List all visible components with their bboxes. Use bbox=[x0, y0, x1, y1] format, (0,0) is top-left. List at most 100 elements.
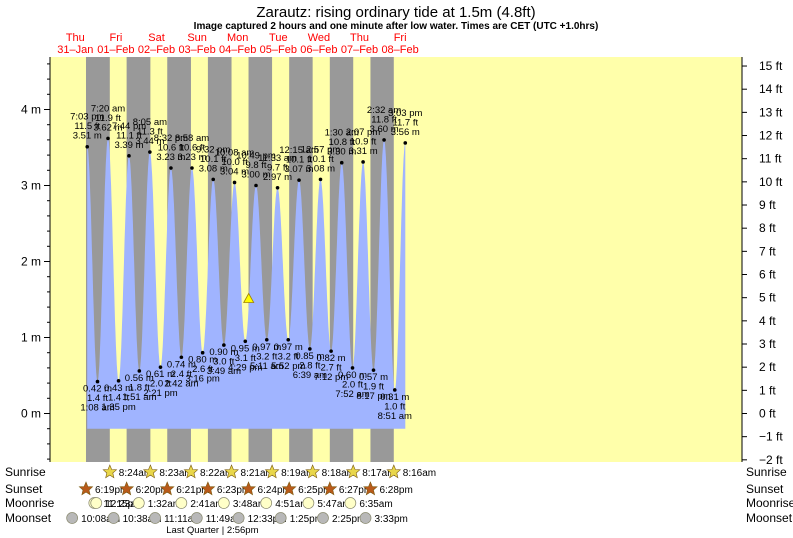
moon-phase-label: Last Quarter | 2:56pm bbox=[166, 525, 258, 536]
tide-text: 2.4 ft bbox=[171, 369, 192, 380]
right-tick-label: 3 ft bbox=[759, 337, 776, 351]
tide-text: 1:35 pm bbox=[101, 402, 135, 413]
tide-text: 11.5 ft bbox=[74, 121, 100, 132]
tide-text: 9.7 ft bbox=[267, 162, 288, 173]
tide-text: 3.31 m bbox=[349, 146, 378, 157]
tide-point bbox=[350, 366, 355, 370]
right-tick-label: 6 ft bbox=[759, 268, 776, 282]
tide-text: 9.8 ft bbox=[245, 160, 266, 171]
sunset-icon bbox=[119, 481, 135, 496]
tide-text: 10.8 ft bbox=[329, 137, 356, 148]
low-tide-label: 0.82 m2.7 ft7:12 pm bbox=[314, 349, 348, 383]
tide-point bbox=[318, 177, 323, 182]
sunset-event: 6:25pm bbox=[281, 481, 332, 496]
sunrise-icon bbox=[142, 464, 158, 479]
tide-text: 0.82 m bbox=[317, 353, 346, 364]
moonrise-time: 6:35am bbox=[359, 499, 392, 510]
moonrise-time: 1:32am bbox=[148, 499, 181, 510]
tide-text: 0.97 m bbox=[252, 342, 281, 353]
sunset-time: 6:25pm bbox=[298, 485, 331, 496]
right-tick-label: 13 ft bbox=[759, 105, 783, 119]
sunset-icon bbox=[363, 481, 378, 496]
tide-text: 3.07 m bbox=[285, 164, 314, 175]
low-tide-label: 0.31 m1.0 ft8:51 am bbox=[378, 388, 412, 422]
right-tick-label: 8 ft bbox=[759, 221, 776, 235]
day-of-week-label: Sat bbox=[148, 32, 165, 44]
sunrise-time: 8:16am bbox=[403, 468, 436, 479]
moonset-icon bbox=[149, 512, 161, 524]
tide-text: 1:30 am bbox=[325, 128, 359, 139]
tide-text: 3.08 m bbox=[199, 163, 228, 174]
tide-text: 5:11 am bbox=[250, 361, 284, 372]
right-tick-label: 1 ft bbox=[759, 383, 776, 397]
day-of-week-label: Mon bbox=[227, 32, 248, 44]
high-tide-label: 10:49 pm9.8 ft3.00 m bbox=[236, 151, 276, 188]
sunset-event: 6:24pm bbox=[241, 481, 291, 496]
moonrise-time: 12:23am bbox=[105, 499, 144, 510]
moonset-time: 1:25pm bbox=[290, 514, 323, 525]
tide-text: 12:57 pm bbox=[301, 144, 341, 155]
sunrise-time: 8:18am bbox=[322, 468, 355, 479]
sunrise-icon bbox=[224, 464, 239, 479]
moonrise-event: 4:51am bbox=[260, 497, 309, 510]
sunset-time: 6:24pm bbox=[258, 485, 291, 496]
tide-text: 0.60 m bbox=[338, 370, 367, 381]
moonset-event: 2:25pm bbox=[317, 512, 365, 525]
low-tide-label: 0.42 m1.4 ft1:08 am bbox=[80, 379, 115, 414]
day-labels: Thu31–JanFri01–FebSat02–FebSun03–FebMon0… bbox=[57, 32, 419, 56]
right-tick-label: 4 ft bbox=[759, 314, 776, 328]
moonset-icon bbox=[190, 512, 203, 524]
tide-text: 0.74 m bbox=[167, 359, 196, 370]
tide-text: 0.97 m bbox=[274, 342, 303, 353]
low-tide-label: 0.97 m3.2 ft5:11 am bbox=[250, 337, 284, 372]
low-tide-label: 0.56 m1.8 ft1:51 am bbox=[122, 369, 157, 403]
left-tick-label: 4 m bbox=[21, 103, 41, 117]
low-tide-label: 0.80 m2.6 ft3:16 pm bbox=[185, 350, 220, 385]
low-tide-label: 0.90 m3.0 ft3:49 am bbox=[207, 343, 241, 377]
tide-point bbox=[339, 160, 344, 165]
tide-point bbox=[232, 180, 237, 185]
tide-text: 3.56 m bbox=[391, 127, 420, 138]
sunrise-event: 8:24am bbox=[102, 464, 152, 479]
tide-point bbox=[286, 337, 291, 342]
tide-text: 1:51 am bbox=[122, 392, 156, 403]
tide-text: 3.00 m bbox=[241, 170, 270, 181]
day-of-week-label: Thu bbox=[66, 32, 85, 44]
right-tick-label: 5 ft bbox=[759, 291, 776, 305]
tide-text: 11:33 am bbox=[258, 153, 297, 164]
tide-text: 3.2 ft bbox=[278, 351, 299, 362]
tide-text: 3.23 m bbox=[177, 152, 206, 163]
tide-point bbox=[361, 160, 365, 164]
moonset-event: 11:49am bbox=[190, 512, 244, 525]
left-tick-label: 3 m bbox=[21, 179, 41, 193]
tide-text: 7:44 pm bbox=[112, 121, 146, 132]
tide-point bbox=[329, 349, 333, 353]
moonset-time: 11:11am bbox=[164, 514, 201, 525]
tide-point bbox=[106, 136, 110, 141]
day-of-week-label: Tue bbox=[269, 32, 288, 44]
tide-text: 3.1 ft bbox=[235, 353, 256, 364]
low-tide-label: 0.43 m1.4 ft1:35 pm bbox=[101, 379, 136, 413]
chart-title: Zarautz: rising ordinary tide at 1.5m (4… bbox=[256, 4, 535, 21]
tide-text: 11.3 ft bbox=[137, 127, 163, 138]
tide-text: 10.6 ft bbox=[179, 143, 206, 154]
sunset-icon bbox=[322, 481, 338, 496]
tide-text: 2:21 pm bbox=[143, 388, 177, 399]
sunrise-event: 8:22am bbox=[183, 464, 233, 479]
chart-subtitle: Image captured 2 hours and one minute af… bbox=[194, 21, 599, 32]
moonrise-icon bbox=[132, 497, 145, 509]
moonrise-time: 4:51am bbox=[275, 499, 308, 510]
tide-point bbox=[85, 144, 90, 149]
date-label: 02–Feb bbox=[138, 44, 175, 56]
moonrise-event: 2:41am bbox=[175, 497, 224, 510]
moonset-icon bbox=[274, 512, 287, 524]
date-label: 08–Feb bbox=[381, 44, 418, 56]
tide-text: 2:07 pm bbox=[346, 127, 380, 138]
tide-text: 3:16 pm bbox=[185, 374, 219, 385]
day-of-week-label: Sun bbox=[187, 32, 207, 44]
tide-text: 9:32 pm bbox=[196, 144, 230, 155]
